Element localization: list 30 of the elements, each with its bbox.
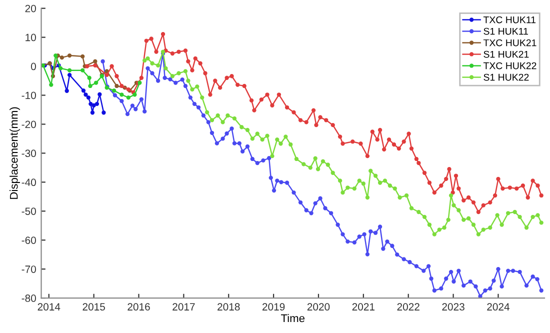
y-tick-label: 0	[31, 62, 36, 70]
legend-label: TXC HUK11	[483, 16, 536, 24]
x-tick-label: 2022	[397, 303, 420, 311]
y-tick-label: -40	[22, 178, 36, 186]
x-tick-label: 2016	[128, 303, 150, 311]
x-tick-label: 2015	[82, 303, 105, 311]
y-tick-label: -60	[22, 236, 36, 244]
x-tick-label: 2020	[307, 303, 330, 311]
x-tick-label: 2021	[352, 303, 374, 311]
x-tick-label: 2018	[218, 303, 240, 311]
legend-label: S1 HUK21	[484, 50, 529, 58]
y-tick-label: -70	[22, 266, 36, 273]
y-tick-label: 20	[25, 4, 36, 12]
y-tick-label: 10	[26, 34, 36, 42]
x-tick-label: 2023	[442, 303, 464, 311]
legend-label: S1 HUK11	[484, 28, 528, 35]
legend-label: TXC HUK21	[483, 39, 536, 46]
y-tick-label: -10	[22, 92, 36, 100]
y-axis-title: Displacement(mm)	[10, 107, 20, 199]
x-tick-label: 2017	[172, 303, 195, 311]
y-tick-label: -30	[22, 150, 36, 158]
y-tick-label: -20	[22, 120, 36, 128]
x-tick-label: 2014	[38, 303, 60, 311]
x-axis-title: Time	[280, 314, 305, 322]
x-tick-label: 2024	[487, 303, 510, 311]
x-tick-label: 2019	[262, 303, 285, 311]
y-tick-label: -80	[22, 294, 36, 302]
legend-label: S1 HUK22	[484, 74, 529, 81]
y-tick-label: -50	[22, 208, 36, 215]
legend-label: TXC HUK22	[483, 62, 536, 70]
